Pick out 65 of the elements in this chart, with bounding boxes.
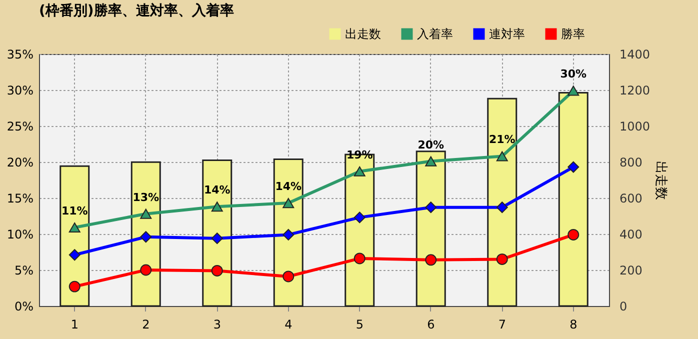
y2-tick-label: 1000	[620, 120, 650, 134]
y-tick-label: 25%	[6, 120, 34, 134]
legend-label: 連対率	[489, 27, 525, 41]
bar	[487, 98, 518, 307]
point	[496, 253, 508, 265]
point	[68, 222, 80, 233]
y2-tick-label: 1200	[620, 84, 650, 98]
legend-label: 出走数	[345, 27, 381, 41]
chart-title: (枠番別)勝率、連対率、入着率	[39, 2, 234, 19]
x-tick-label: 5	[356, 318, 364, 332]
point	[282, 228, 294, 240]
x-tick-label: 3	[213, 318, 221, 332]
point	[140, 208, 152, 219]
point	[496, 202, 508, 214]
point	[68, 249, 80, 261]
point	[140, 231, 152, 243]
x-tick-label: 7	[498, 318, 506, 332]
y2-tick-label: 800	[620, 156, 642, 170]
data-label: 21%	[488, 133, 516, 146]
point	[68, 280, 80, 292]
y-tick-label: 30%	[6, 84, 34, 98]
point	[425, 156, 437, 166]
y2-tick-label: 200	[620, 264, 642, 278]
legend-label: 入着率	[417, 27, 453, 41]
point	[496, 151, 508, 162]
x-tick-label: 1	[70, 318, 78, 332]
data-label: 20%	[418, 138, 444, 152]
data-label: 11%	[61, 204, 88, 218]
point	[425, 202, 437, 214]
point	[211, 232, 223, 244]
x-tick-label: 2	[142, 318, 150, 332]
point	[282, 270, 294, 282]
y2-tick-label: 400	[620, 228, 642, 242]
y2-tick-label: 600	[620, 192, 642, 206]
point	[282, 198, 294, 208]
data-label: 14%	[275, 180, 302, 194]
y-tick-label: 35%	[6, 48, 34, 62]
point	[354, 166, 366, 176]
y2-axis-title: 出走数	[653, 161, 668, 200]
point	[568, 86, 580, 96]
legend-label: 勝率	[561, 27, 585, 41]
bar	[60, 165, 90, 307]
y2-tick-label: 1400	[620, 48, 650, 62]
x-tick-label: 8	[570, 318, 578, 332]
data-label: 30%	[560, 68, 587, 81]
x-tick-label: 4	[284, 318, 292, 332]
bar	[416, 150, 446, 307]
y-tick-label: 20%	[6, 156, 34, 170]
y-tick-label: 5%	[14, 264, 34, 278]
point	[211, 264, 223, 276]
y2-tick-label: 0	[620, 300, 628, 314]
point	[568, 228, 580, 240]
y-tick-label: 0%	[14, 300, 34, 314]
point	[568, 161, 580, 173]
point	[425, 254, 437, 266]
data-label: 14%	[204, 184, 230, 197]
data-label: 13%	[132, 190, 160, 204]
point	[354, 252, 366, 264]
point	[211, 202, 223, 212]
y-tick-label: 10%	[6, 228, 34, 242]
x-tick-label: 6	[427, 318, 435, 332]
y-tick-label: 15%	[6, 192, 34, 206]
bar	[273, 158, 304, 307]
point	[140, 264, 152, 276]
point	[354, 212, 366, 224]
